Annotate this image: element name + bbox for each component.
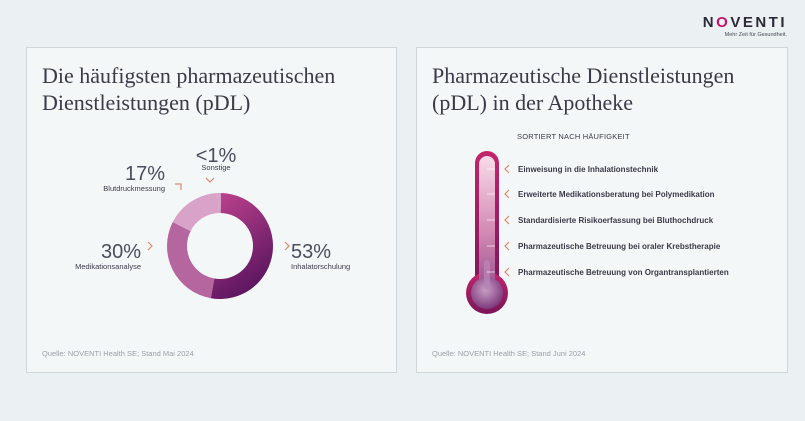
logo-wordmark: NOVENTI (702, 14, 787, 31)
thermometer-graphic: Einweisung in die Inhalationstechnik Erwe… (466, 151, 729, 314)
category-label-inhalatorschulung: Inhalatorschulung (291, 262, 350, 271)
chevron-icon (504, 189, 510, 199)
category-label-blutdruckmessung: Blutdruckmessung (103, 184, 165, 193)
chevron-icon (284, 241, 290, 251)
left-title-line1: Die häufigsten pharmazeutischen (42, 63, 336, 88)
chevron-icon (504, 267, 510, 277)
pdl-item-3: Standardisierte Risikoerfassung bei Blut… (518, 216, 714, 225)
slice-medikationsanalyse (167, 222, 215, 299)
chevron-icon (504, 164, 510, 174)
left-card-title: Die häufigsten pharmazeutischen Dienstle… (42, 62, 382, 116)
thermometer-bulb-fill (471, 277, 503, 309)
slice-inhalatorschulung (210, 193, 273, 299)
pct-label-inhalatorschulung: 53% (291, 241, 331, 263)
pct-label-blutdruckmessung: 17% (125, 163, 165, 185)
pct-label-medikationsanalyse: 30% (101, 241, 141, 263)
slice-blutdruckmessung (172, 193, 219, 232)
left-title-line2: Dienstleistungen (pDL) (42, 90, 251, 115)
right-source-note: Quelle: NOVENTI Health SE; Stand Juni 20… (432, 349, 586, 358)
right-title-line1: Pharmazeutische Dienstleistungen (432, 63, 735, 88)
chevron-icon (504, 215, 510, 225)
pdl-item-5: Pharmazeutische Betreuung von Organtrans… (518, 268, 729, 277)
pct-label-sonstige: <1% (196, 145, 237, 167)
pdl-pharmacy-card: Pharmazeutische Dienstleistungen (pDL) i… (416, 47, 788, 373)
category-label-sonstige: Sonstige (201, 163, 230, 172)
category-label-medikationsanalyse: Medikationsanalyse (75, 262, 141, 271)
pdl-item-1: Einweisung in die Inhalationstechnik (518, 165, 659, 174)
right-title-line2: (pDL) in der Apotheke (432, 90, 633, 115)
left-source-note: Quelle: NOVENTI Health SE; Stand Mai 202… (42, 349, 194, 358)
donut-hole (187, 213, 253, 279)
right-card-title: Pharmazeutische Dienstleistungen (pDL) i… (432, 62, 772, 116)
sorted-by-frequency-label: SORTIERT NACH HÄUFIGKEIT (517, 132, 630, 141)
slice-sonstige (217, 192, 221, 214)
chevron-icon (205, 177, 215, 183)
pdl-item-2: Erweiterte Medikationsberatung bei Polym… (518, 190, 715, 199)
donut-chart: 53%Inhalatorschulung 30%Medikationsanalys… (75, 145, 350, 299)
thermometer-mercury (484, 260, 490, 290)
thermometer-fill (479, 156, 495, 291)
logo-tagline: Mehr Zeit für Gesundheit. (724, 32, 787, 38)
pdl-item-4: Pharmazeutische Betreuung bei oraler Kre… (518, 242, 721, 251)
chevron-icon (504, 241, 510, 251)
pdl-frequency-card: Die häufigsten pharmazeutischen Dienstle… (26, 47, 397, 373)
chevron-icon (175, 183, 182, 190)
chevron-icon (147, 241, 153, 251)
noventi-logo: NOVENTI Mehr Zeit für Gesundheit. (703, 14, 787, 38)
